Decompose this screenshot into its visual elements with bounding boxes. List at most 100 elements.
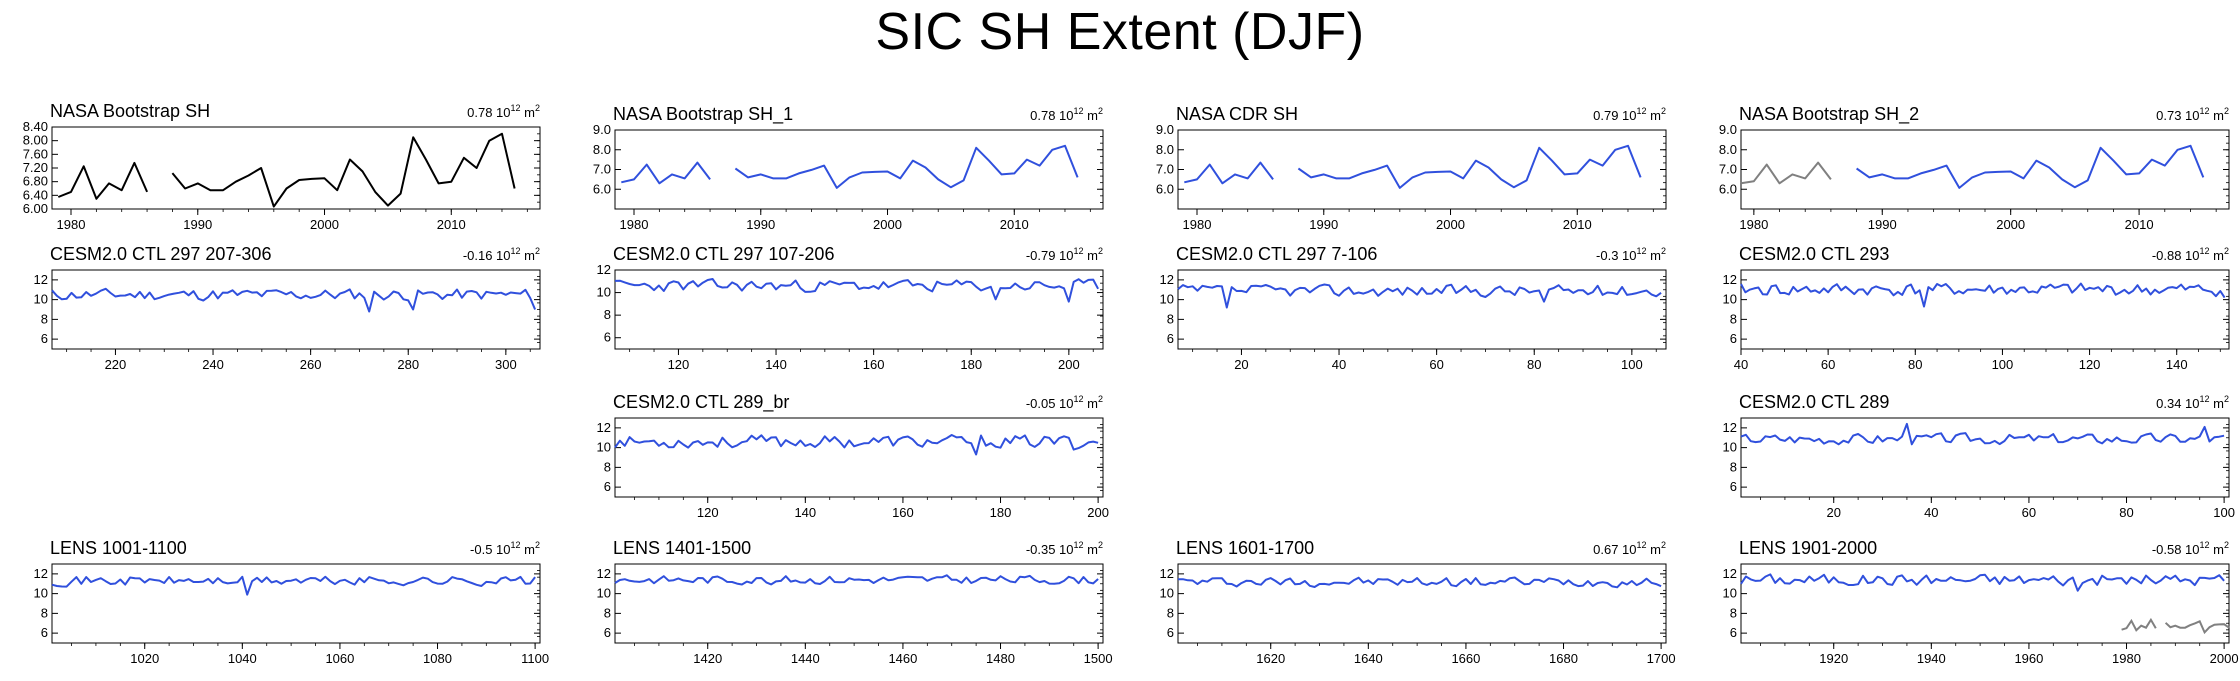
x-tick-label: 240: [202, 357, 224, 372]
plot-frame: [614, 129, 1104, 210]
std-label: 0.73 1012 m2: [2156, 106, 2229, 123]
y-tick-label: 8: [41, 311, 48, 326]
y-tick-label: 9.0: [593, 122, 611, 137]
x-tick-label: 2000: [2210, 651, 2239, 666]
series-line: [1177, 283, 1662, 309]
x-tick-label: 1920: [1819, 651, 1848, 666]
y-tick-label: 7.0: [1719, 162, 1737, 177]
y-tick-label: 6: [604, 330, 611, 345]
panel-title: LENS 1001-1100: [50, 538, 187, 558]
x-tick-label: 1100: [521, 651, 549, 666]
panel-6: CESM2.0 CTL 297 7-106 -0.3 1012 m2 6 8 10 12 2…: [1160, 244, 1667, 372]
std-label: -0.05 1012 m2: [1026, 394, 1103, 411]
x-tick-label: 160: [892, 505, 914, 520]
panel-title: CESM2.0 CTL 297 7-106: [1176, 244, 1377, 264]
x-tick-label: 220: [105, 357, 127, 372]
series-line: [1178, 576, 1662, 589]
panel-11: LENS 1401-1500 -0.35 1012 m2 6 8 10 12 1420 144…: [597, 538, 1113, 666]
panel-1: NASA Bootstrap SH_1 0.78 1012 m2 6.0 7.0 8.0…: [593, 104, 1104, 232]
x-tick-label: 40: [1332, 357, 1346, 372]
x-tick-label: 1440: [791, 651, 820, 666]
x-tick-label: 260: [300, 357, 322, 372]
panel-title: CESM2.0 CTL 297 107-206: [613, 244, 834, 264]
y-tick-label: 6: [1730, 479, 1737, 494]
y-tick-label: 8: [604, 605, 611, 620]
x-tick-label: 1990: [1309, 217, 1338, 232]
y-tick-label: 9.0: [1719, 122, 1737, 137]
x-tick-label: 1040: [228, 651, 257, 666]
y-tick-label: 6: [1167, 625, 1174, 640]
std-label: -0.35 1012 m2: [1026, 540, 1103, 557]
series-line: [1740, 422, 2225, 446]
plot-frame: [1740, 269, 2230, 350]
series-line: [51, 575, 536, 596]
panel-13: LENS 1901-2000 -0.58 1012 m2 6 8 10 12 1920 194…: [1723, 538, 2239, 666]
x-tick-label: 1980: [57, 217, 86, 232]
x-tick-label: 1620: [1256, 651, 1285, 666]
series-line: [171, 132, 516, 208]
panel-7: CESM2.0 CTL 293 -0.88 1012 m2 6 8 10 12 40 60 80…: [1723, 244, 2230, 372]
y-tick-label: 12: [1160, 566, 1174, 581]
panel-title: CESM2.0 CTL 297 207-306: [50, 244, 271, 264]
y-tick-label: 8.0: [1156, 142, 1174, 157]
y-tick-label: 8.40: [23, 119, 48, 134]
x-tick-label: 40: [1734, 357, 1748, 372]
plot-frame: [51, 563, 541, 644]
panel-10: LENS 1001-1100 -0.5 1012 m2 6 8 10 12 1020 1040…: [34, 538, 550, 666]
overlay-line: [2121, 617, 2157, 632]
panel-8: CESM2.0 CTL 289_br -0.05 1012 m2 6 8 10 12 120…: [597, 392, 1109, 520]
y-tick-label: 8: [1167, 311, 1174, 326]
series-line: [614, 574, 1099, 586]
y-tick-label: 7.20: [23, 160, 48, 175]
x-tick-label: 200: [1087, 505, 1109, 520]
panel-5: CESM2.0 CTL 297 107-206 -0.79 1012 m2 6 8 10…: [597, 244, 1104, 372]
x-tick-label: 280: [397, 357, 419, 372]
std-label: 0.78 1012 m2: [1030, 106, 1103, 123]
x-tick-label: 20: [1826, 505, 1840, 520]
series-line: [1184, 161, 1274, 185]
x-tick-label: 1500: [1084, 651, 1113, 666]
y-tick-label: 8: [1730, 605, 1737, 620]
y-tick-label: 10: [34, 292, 48, 307]
x-tick-label: 1980: [2112, 651, 2141, 666]
y-tick-label: 6.00: [23, 201, 48, 216]
x-tick-label: 1460: [888, 651, 917, 666]
plot-frame: [1740, 129, 2230, 210]
x-tick-label: 140: [2166, 357, 2188, 372]
series-line: [1297, 144, 1642, 189]
plot-frame: [1177, 269, 1667, 350]
plot-frame: [1740, 417, 2230, 498]
x-tick-label: 120: [2079, 357, 2101, 372]
x-tick-label: 60: [2022, 505, 2036, 520]
std-label: -0.5 1012 m2: [470, 540, 540, 557]
x-tick-label: 300: [495, 357, 517, 372]
panel-title: LENS 1401-1500: [613, 538, 751, 558]
y-tick-label: 12: [597, 420, 611, 435]
x-tick-label: 60: [1429, 357, 1443, 372]
y-tick-label: 10: [1723, 292, 1737, 307]
y-tick-label: 10: [597, 586, 611, 601]
x-tick-label: 100: [1621, 357, 1643, 372]
std-label: -0.3 1012 m2: [1596, 246, 1666, 263]
y-tick-label: 8: [1730, 311, 1737, 326]
series-line: [57, 161, 149, 200]
std-label: -0.88 1012 m2: [2152, 246, 2229, 263]
y-tick-label: 10: [34, 586, 48, 601]
y-tick-label: 10: [1723, 440, 1737, 455]
x-tick-label: 1020: [130, 651, 159, 666]
x-tick-label: 140: [765, 357, 787, 372]
x-tick-label: 2010: [1563, 217, 1592, 232]
x-tick-label: 2000: [873, 217, 902, 232]
std-label: 0.78 1012 m2: [467, 103, 540, 120]
plot-frame: [51, 126, 541, 210]
y-tick-label: 8: [604, 307, 611, 322]
y-tick-label: 9.0: [1156, 122, 1174, 137]
y-tick-label: 10: [1160, 586, 1174, 601]
y-tick-label: 6.0: [1719, 181, 1737, 196]
x-tick-label: 1980: [1183, 217, 1212, 232]
y-tick-label: 12: [597, 262, 611, 277]
y-tick-label: 6.40: [23, 187, 48, 202]
panel-4: CESM2.0 CTL 297 207-306 -0.16 1012 m2 6 8 10…: [34, 244, 541, 372]
y-tick-label: 8.0: [1719, 142, 1737, 157]
plot-frame: [614, 417, 1104, 498]
